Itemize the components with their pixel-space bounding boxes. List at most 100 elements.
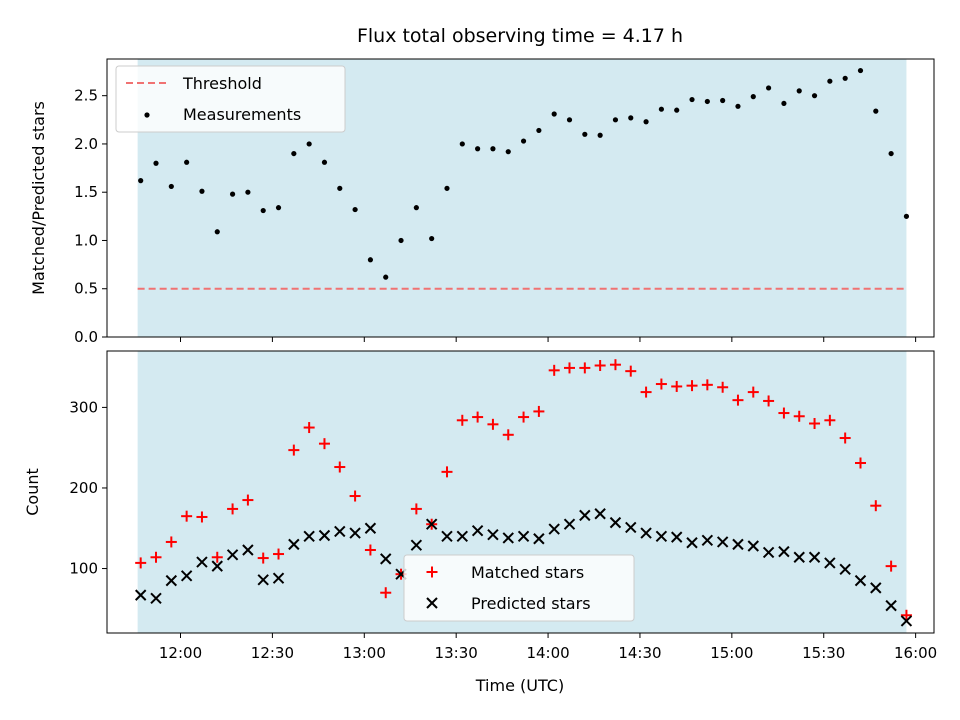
bottom-ytick-label-2: 300 xyxy=(69,398,98,416)
measurement-point-9 xyxy=(275,205,282,211)
measurement-point-18 xyxy=(413,205,419,211)
predicted-point-44 xyxy=(808,551,821,563)
top-y-axis: 0.0 0.5 1.0 1.5 2.0 2.5 xyxy=(74,87,107,346)
matched-point-42 xyxy=(778,407,790,419)
legend-measurements-label: Measurements xyxy=(183,105,301,124)
matched-point-41 xyxy=(763,395,775,407)
measurement-point-5 xyxy=(214,229,220,235)
matched-point-45 xyxy=(824,414,836,426)
predicted-point-25 xyxy=(517,530,530,543)
legend-measurement-swatch xyxy=(144,112,150,118)
measurement-point-38 xyxy=(720,97,726,104)
measurement-point-41 xyxy=(766,85,772,91)
predicted-point-8 xyxy=(257,574,269,586)
top-ytick-label-3: 1.5 xyxy=(74,183,98,201)
matched-point-1 xyxy=(150,551,162,563)
top-frame xyxy=(106,58,935,338)
measurement-point-19 xyxy=(429,235,435,242)
measurement-point-21 xyxy=(459,141,465,147)
matched-point-27 xyxy=(548,364,560,376)
predicted-point-47 xyxy=(854,574,867,587)
measurement-point-29 xyxy=(582,131,588,137)
measurement-point-47 xyxy=(857,67,864,74)
predicted-point-33 xyxy=(640,527,652,539)
predicted-point-42 xyxy=(778,545,790,558)
measurement-point-39 xyxy=(735,103,741,109)
bottom-ytick-label-1: 200 xyxy=(69,479,98,497)
bottom-y-axis-label: Count xyxy=(23,468,42,516)
predicted-point-49 xyxy=(885,599,897,612)
predicted-point-21 xyxy=(456,530,469,543)
predicted-point-14 xyxy=(349,527,361,539)
predicted-point-12 xyxy=(318,529,331,542)
matched-point-33 xyxy=(640,386,652,398)
predicted-point-18 xyxy=(410,539,423,551)
matched-point-2 xyxy=(165,536,177,548)
bottom-xtick-label-2: 13:00 xyxy=(343,644,386,662)
measurement-point-33 xyxy=(643,119,649,125)
matched-point-47 xyxy=(854,457,866,469)
top-ytick-label-2: 1.0 xyxy=(74,231,98,249)
matched-point-10 xyxy=(288,444,300,456)
predicted-point-46 xyxy=(839,563,851,576)
matched-point-32 xyxy=(625,365,637,377)
matched-point-18 xyxy=(410,503,422,515)
matched-point-7 xyxy=(242,494,254,506)
predicted-point-6 xyxy=(226,549,239,561)
matched-point-38 xyxy=(717,381,729,393)
predicted-point-45 xyxy=(824,557,836,569)
measurement-point-23 xyxy=(490,146,496,152)
measurement-point-37 xyxy=(704,98,710,105)
matched-point-8 xyxy=(257,552,269,564)
predicted-point-23 xyxy=(487,528,499,541)
measurement-point-40 xyxy=(750,94,756,100)
matched-point-30 xyxy=(594,360,606,372)
bottom-legend-box xyxy=(403,554,635,622)
predicted-point-13 xyxy=(334,525,346,538)
predicted-point-24 xyxy=(502,532,514,544)
matched-point-26 xyxy=(533,405,545,417)
matched-point-37 xyxy=(701,379,713,391)
predicted-point-2 xyxy=(165,574,178,587)
matched-points xyxy=(135,359,912,621)
legend-predicted-marker xyxy=(426,597,438,609)
measurement-point-27 xyxy=(551,111,557,117)
bottom-xtick-label-6: 15:00 xyxy=(710,644,753,662)
measurement-point-48 xyxy=(873,108,879,114)
measurement-point-25 xyxy=(520,138,527,144)
top-legend-box xyxy=(115,65,346,133)
measurement-point-28 xyxy=(566,117,573,123)
bottom-xtick-label-5: 14:30 xyxy=(618,644,661,662)
predicted-point-31 xyxy=(609,516,622,529)
measurement-point-12 xyxy=(321,159,328,165)
matched-point-48 xyxy=(870,500,882,512)
predicted-point-50 xyxy=(900,615,913,627)
measurement-point-14 xyxy=(352,206,358,213)
measurement-point-49 xyxy=(888,150,894,157)
matched-point-23 xyxy=(487,418,499,430)
matched-point-0 xyxy=(135,557,147,569)
matched-point-50 xyxy=(900,609,912,621)
matched-point-20 xyxy=(441,466,453,478)
measurement-point-2 xyxy=(168,183,174,190)
predicted-point-30 xyxy=(594,508,606,520)
predicted-point-37 xyxy=(701,534,714,547)
matched-point-49 xyxy=(885,560,897,572)
predicted-point-3 xyxy=(180,570,193,582)
matched-point-21 xyxy=(456,414,468,426)
predicted-point-43 xyxy=(793,551,805,563)
top-panel: 0.0 0.5 1.0 1.5 2.0 2.5 Matched/Predicted sta… xyxy=(29,58,935,346)
matched-point-39 xyxy=(732,394,744,406)
bottom-xtick-label-8: 16:00 xyxy=(894,644,937,662)
measurement-point-4 xyxy=(199,188,205,194)
matched-point-5 xyxy=(211,551,223,563)
matched-point-6 xyxy=(227,503,239,515)
measurement-point-3 xyxy=(184,159,190,165)
predicted-point-26 xyxy=(533,533,545,545)
predicted-point-41 xyxy=(762,546,775,559)
legend-matched-swatch xyxy=(426,566,438,578)
predicted-point-20 xyxy=(441,530,453,543)
matched-point-14 xyxy=(349,490,361,502)
measurement-point-46 xyxy=(842,75,848,81)
matched-point-28 xyxy=(564,362,576,374)
